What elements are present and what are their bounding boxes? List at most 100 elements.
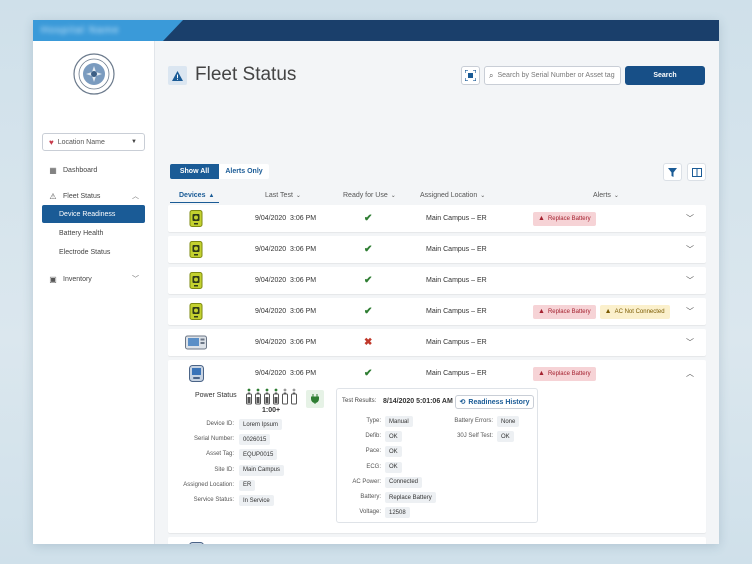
last-test-cell: 9/04/2020 3:06 PM xyxy=(255,360,316,387)
location-cell: Main Campus – ER xyxy=(426,339,487,346)
check-icon: ✔ xyxy=(364,537,372,544)
filter-icon xyxy=(668,167,677,177)
last-test-time: 3:06 PM xyxy=(290,277,317,284)
column-header-label: Last Test xyxy=(265,192,293,199)
table-row[interactable]: 9/04/2020 3:06 PM ✔ Main Campus – ER ▲ Repla… xyxy=(168,205,706,232)
warning-icon: ▲ xyxy=(538,215,545,222)
device-thumbnail-yellow-aed xyxy=(185,267,207,294)
test-side-value: None xyxy=(497,416,520,427)
detail-label: Assigned Location: xyxy=(183,481,234,488)
caret-down-icon: ▼ xyxy=(131,139,137,145)
column-header-last-test[interactable]: Last Test ⌄ xyxy=(265,192,301,199)
filter-button[interactable] xyxy=(663,163,682,181)
device-thumbnail-handheld-monitor xyxy=(185,537,207,544)
page-title: Fleet Status xyxy=(195,64,297,85)
test-side-label: Battery Errors: xyxy=(454,418,493,424)
warning-icon: ▲ xyxy=(538,370,545,377)
device-thumbnail-yellow-aed xyxy=(185,205,207,232)
warning-icon xyxy=(168,66,187,85)
chevron-down-icon[interactable]: ﹀ xyxy=(686,214,694,223)
sidebar-item-inventory[interactable]: ▣ Inventory ﹀ xyxy=(42,270,145,288)
chevron-down-icon: ⌄ xyxy=(295,193,301,199)
last-test-time: 3:06 PM xyxy=(290,246,317,253)
table-row[interactable]: 9/04/2020 3:06 PM ✔ Main Campus – ER ﹀ xyxy=(168,267,706,294)
test-results-date: 8/14/2020 5:01:06 AM xyxy=(383,398,453,405)
test-field-value: OK xyxy=(385,446,402,458)
search-input[interactable]: ⌕ Search by Serial Number or Asset tag xyxy=(484,66,621,85)
brand-block xyxy=(33,20,183,41)
alert-badge-label: Replace Battery xyxy=(547,215,591,222)
test-field-label: AC Power: xyxy=(352,478,381,485)
box-icon: ▣ xyxy=(49,274,57,284)
alert-badge-label: Replace Battery xyxy=(547,370,591,377)
column-header-devices[interactable]: Devices ▲ xyxy=(179,192,214,199)
test-field-label: Voltage: xyxy=(359,509,381,516)
chevron-down-icon[interactable]: ﹀ xyxy=(686,245,694,254)
sidebar-item-label: Device Readiness xyxy=(59,210,116,218)
location-cell: Main Campus – ER xyxy=(426,370,487,377)
test-side-label: 30J Self Test: xyxy=(457,433,493,440)
alerts-cell: ▲ Replace Battery ▲ AC Not Connected xyxy=(533,298,670,325)
test-field-label: ECG: xyxy=(366,463,381,470)
column-header-alerts[interactable]: Alerts ⌄ xyxy=(593,192,619,199)
chevron-up-icon[interactable]: ︿ xyxy=(686,369,694,378)
table-row[interactable]: 9/04/2020 3:06 PM ✔ Main Campus – ER ▲ Repla… xyxy=(168,360,706,533)
test-field-value: OK xyxy=(385,461,402,473)
detail-value: 0026015 xyxy=(239,434,271,446)
last-test-cell: 9/04/2020 3:06 PM xyxy=(255,537,316,544)
column-header-ready[interactable]: Ready for Use ⌄ xyxy=(343,192,396,199)
sidebar-item-electrode-status[interactable]: Electrode Status xyxy=(42,243,145,261)
columns-button[interactable] xyxy=(687,163,706,181)
app-window: Hospital Name ♥ Location Name ▼ ▦ Dashbo… xyxy=(33,20,719,544)
test-field-value: Replace Battery xyxy=(385,492,436,503)
device-thumbnail-monitor-defib xyxy=(185,329,207,356)
column-header-label: Devices xyxy=(179,192,206,199)
warning-icon: ⚠ xyxy=(49,191,57,201)
sidebar-item-dashboard[interactable]: ▦ Dashboard xyxy=(42,161,145,179)
chevron-down-icon[interactable]: ﹀ xyxy=(686,276,694,285)
grid-icon: ▦ xyxy=(49,165,57,175)
sidebar-item-label: Electrode Status xyxy=(59,248,111,256)
table-row[interactable]: 9/04/2020 3:06 PM ✔ Main Campus – ER ﹀ xyxy=(168,236,706,263)
detail-label: Site ID: xyxy=(214,466,234,473)
detail-value: ER xyxy=(239,479,256,491)
alert-badge: ▲ Replace Battery xyxy=(533,304,596,319)
chevron-down-icon[interactable]: ﹀ xyxy=(686,307,694,316)
battery-icons xyxy=(246,388,297,405)
alerts-cell: ▲ Replace Battery xyxy=(533,205,596,232)
warning-icon: ▲ xyxy=(538,308,545,315)
last-test-date: 9/04/2020 xyxy=(255,308,287,315)
search-placeholder: Search by Serial Number or Asset tag xyxy=(497,72,615,79)
sidebar-item-device-readiness[interactable]: Device Readiness xyxy=(42,205,145,223)
last-test-time: 3:06 PM xyxy=(290,215,317,222)
detail-value: EQUP0015 xyxy=(239,449,278,461)
location-select[interactable]: ♥ Location Name ▼ xyxy=(42,133,145,151)
check-icon: ✔ xyxy=(364,213,373,224)
check-icon: ✔ xyxy=(364,368,373,379)
chevron-down-icon[interactable]: ﹀ xyxy=(686,338,694,347)
table-row[interactable]: 9/04/2020 3:06 PM ✖ Main Campus – ER ﹀ xyxy=(168,329,706,356)
battery-count: 1:00+ xyxy=(262,407,281,414)
alert-badge: ▲ Replace Battery xyxy=(533,211,596,226)
table-row[interactable]: 9/04/2020 3:06 PM ✔ Main Campus – ER ﹀ xyxy=(168,537,706,544)
column-header-location[interactable]: Assigned Location ⌄ xyxy=(420,192,485,199)
last-test-cell: 9/04/2020 3:06 PM xyxy=(255,329,316,356)
device-thumbnail-yellow-aed xyxy=(185,236,207,263)
chevron-down-icon: ⌄ xyxy=(480,193,486,199)
readiness-history-button[interactable]: ⟲ Readiness History xyxy=(455,395,534,409)
scan-button[interactable] xyxy=(461,66,480,85)
table-row[interactable]: 9/04/2020 3:06 PM ✔ Main Campus – ER ▲ Repla… xyxy=(168,298,706,325)
column-header-label: Alerts xyxy=(593,192,611,199)
search-button[interactable]: Search xyxy=(625,66,705,85)
last-test-time: 3:06 PM xyxy=(290,370,317,377)
show-all-toggle[interactable]: Show All xyxy=(170,164,219,179)
sidebar-item-fleet-status[interactable]: ⚠ Fleet Status ︿ xyxy=(42,187,145,205)
sidebar-item-battery-health[interactable]: Battery Health xyxy=(42,224,145,242)
test-field-value: Connected xyxy=(385,476,423,488)
alerts-only-toggle[interactable]: Alerts Only xyxy=(219,164,269,179)
columns-icon xyxy=(691,167,702,177)
scan-icon xyxy=(465,70,476,81)
chevron-down-icon[interactable]: ﹀ xyxy=(686,537,694,544)
alert-badge: ▲ AC Not Connected xyxy=(599,304,670,319)
location-cell: Main Campus – ER xyxy=(426,308,487,315)
